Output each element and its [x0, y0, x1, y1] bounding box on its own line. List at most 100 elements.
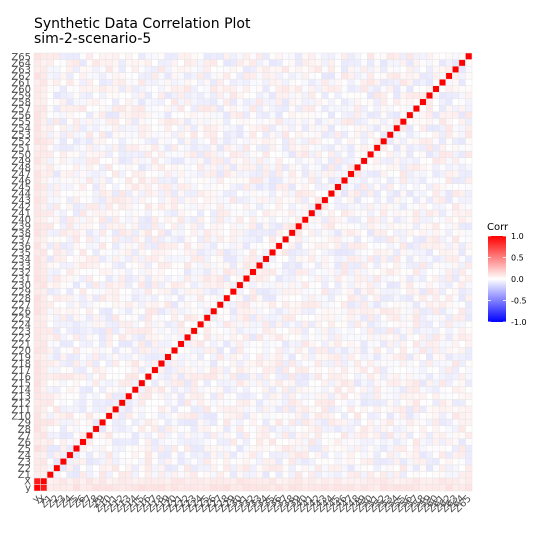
heatmap-cell-Z61-Z36 — [439, 242, 447, 250]
heatmap-cell-Z19-Z34 — [164, 255, 172, 263]
heatmap-cell-Z13-Z58 — [125, 98, 133, 106]
heatmap-cell-Z65-Z58 — [465, 98, 473, 106]
heatmap-cell-Z53-Z44 — [386, 190, 394, 198]
heatmap-cell-Z24-Z64 — [197, 59, 205, 67]
heatmap-cell-Z55-Z13 — [399, 392, 407, 400]
heatmap-cell-Z55-Z55 — [399, 118, 407, 126]
y-tick-label-Z2: Z2 — [18, 464, 31, 475]
heatmap-cell-Z40-Z26 — [301, 307, 309, 315]
heatmap-cell-Z40-Z60 — [301, 85, 309, 93]
heatmap-cell-Z34-Z40 — [262, 216, 270, 224]
heatmap-cell-Z30-Z16 — [236, 373, 244, 381]
heatmap-cell-Z31-Z1 — [242, 471, 250, 479]
heatmap-cell-Z58-Z31 — [419, 275, 427, 283]
heatmap-cell-Z17-Z17 — [151, 366, 159, 374]
heatmap-cell-Z25-Z5 — [203, 444, 211, 453]
heatmap-cell-Z18-Z47 — [157, 170, 166, 178]
heatmap-cell-Z57-Z52 — [412, 137, 420, 145]
heatmap-cell-Z13-Z32 — [125, 268, 133, 276]
heatmap-cell-Z58-Z5 — [419, 444, 427, 453]
heatmap-cell-Z1-Z46 — [46, 176, 54, 185]
heatmap-cell-Z10-Z57 — [105, 105, 113, 113]
heatmap-cell-Z59-Z36 — [425, 242, 434, 250]
heatmap-cell-Z2-Z64 — [53, 59, 61, 67]
heatmap-cell-Z16-Z13 — [144, 392, 152, 400]
heatmap-cell-Z43-Z11 — [321, 405, 329, 413]
heatmap-cell-Z57-Z37 — [412, 235, 420, 243]
heatmap-cell-Z13-Z63 — [125, 65, 133, 73]
heatmap-cell-Z14-Z38 — [131, 229, 139, 237]
heatmap-cell-Z29-Z1 — [229, 471, 237, 479]
heatmap-cell-Z27-Z35 — [216, 248, 224, 256]
heatmap-cell-Z22-Z34 — [184, 255, 192, 263]
heatmap-cell-Z33-Z59 — [256, 91, 264, 100]
heatmap-cell-Z62-Z15 — [445, 379, 453, 387]
heatmap-cell-Z19-Z50 — [164, 150, 172, 158]
heatmap-cell-Z59-Z6 — [425, 438, 434, 446]
heatmap-cell-Z47-Z22 — [347, 333, 355, 341]
heatmap-cell-Z56-Z53 — [406, 131, 414, 139]
heatmap-cell-Z59-Z47 — [425, 170, 434, 178]
heatmap-cell-Z17-Z58 — [151, 98, 159, 106]
heatmap-cell-Z62-Z44 — [445, 190, 453, 198]
heatmap-cell-Z47-Z48 — [347, 163, 355, 171]
heatmap-cell-Z30-Z39 — [236, 222, 244, 230]
heatmap-cell-Z16-Z19 — [144, 353, 152, 361]
heatmap-cell-Z11-Z8 — [112, 425, 120, 433]
heatmap-cell-Z11-Z34 — [112, 255, 120, 263]
heatmap-cell-Z17-Z12 — [151, 399, 159, 407]
heatmap-cell-Z10-Z46 — [105, 176, 113, 185]
heatmap-cell-Z10-Z62 — [105, 72, 113, 80]
heatmap-cell-Z20-Z59 — [171, 91, 179, 100]
y-tick-label-Z51: Z51 — [11, 143, 31, 154]
heatmap-cell-Z21-Z60 — [177, 85, 185, 93]
heatmap-cell-Z20-Z25 — [171, 314, 179, 322]
heatmap-cell-Z5-Z64 — [72, 59, 81, 67]
heatmap-cell-Z61-Z27 — [439, 301, 447, 309]
heatmap-cell-Z44-Z17 — [327, 366, 335, 374]
heatmap-cell-Z30-Z10 — [236, 412, 244, 420]
heatmap-cell-Z23-Z49 — [190, 157, 198, 165]
heatmap-cell-Z21-Z7 — [177, 431, 185, 439]
heatmap-cell-y-Z10 — [33, 412, 41, 420]
heatmap-cell-Z56-Z58 — [406, 98, 414, 106]
y-tick-label-Z45: Z45 — [11, 183, 31, 194]
heatmap-cell-Z4-Z34 — [66, 255, 74, 263]
heatmap-cell-Z52-Z34 — [380, 255, 388, 263]
heatmap-cell-Z24-Z6 — [197, 438, 205, 446]
heatmap-cell-Z53-Z48 — [386, 163, 394, 171]
heatmap-cell-Z8-Z2 — [92, 464, 100, 472]
heatmap-cell-Z1-Z9 — [46, 418, 54, 426]
heatmap-cell-Z52-Z25 — [380, 314, 388, 322]
heatmap-cell-Z36-Z65 — [275, 52, 283, 60]
heatmap-cell-Z65-Z13 — [465, 392, 473, 400]
heatmap-cell-Z63-Z15 — [452, 379, 460, 387]
heatmap-cell-Z45-Z41 — [334, 209, 342, 217]
heatmap-cell-Z1-Z56 — [46, 111, 54, 119]
heatmap-cell-Z53-Z42 — [386, 203, 394, 211]
heatmap-cell-Z47-Z59 — [347, 91, 355, 100]
heatmap-cell-Z6-Z62 — [79, 72, 87, 80]
heatmap-cell-Z8-Z41 — [92, 209, 100, 217]
heatmap-cell-Z48-Z59 — [354, 91, 362, 100]
heatmap-cell-Z25-Z7 — [203, 431, 211, 439]
heatmap-cell-Z3-Z5 — [59, 444, 67, 453]
heatmap-cell-Z2-Z32 — [53, 268, 61, 276]
heatmap-cell-Z60-Z52 — [432, 137, 440, 145]
heatmap-cell-Z16-Z50 — [144, 150, 152, 158]
heatmap-cell-Z17-Z56 — [151, 111, 159, 119]
heatmap-cell-Z13-Z3 — [125, 458, 133, 466]
heatmap-cell-Z46-Z1 — [341, 471, 349, 479]
heatmap-cell-Z55-Z53 — [399, 131, 407, 139]
heatmap-cell-Z41-Z12 — [308, 399, 316, 407]
heatmap-cell-Z4-Z37 — [66, 235, 74, 243]
heatmap-cell-Z1-Z54 — [46, 124, 54, 132]
heatmap-cell-Z5-Z42 — [72, 203, 81, 211]
heatmap-cell-Z63-Z59 — [452, 91, 460, 100]
heatmap-cell-Z29-Z4 — [229, 451, 237, 459]
heatmap-cell-Z26-Z63 — [210, 65, 218, 73]
heatmap-cell-Z33-Z4 — [256, 451, 264, 459]
heatmap-cell-Z65-X — [465, 477, 473, 485]
heatmap-cell-Z35-Z21 — [269, 340, 277, 348]
